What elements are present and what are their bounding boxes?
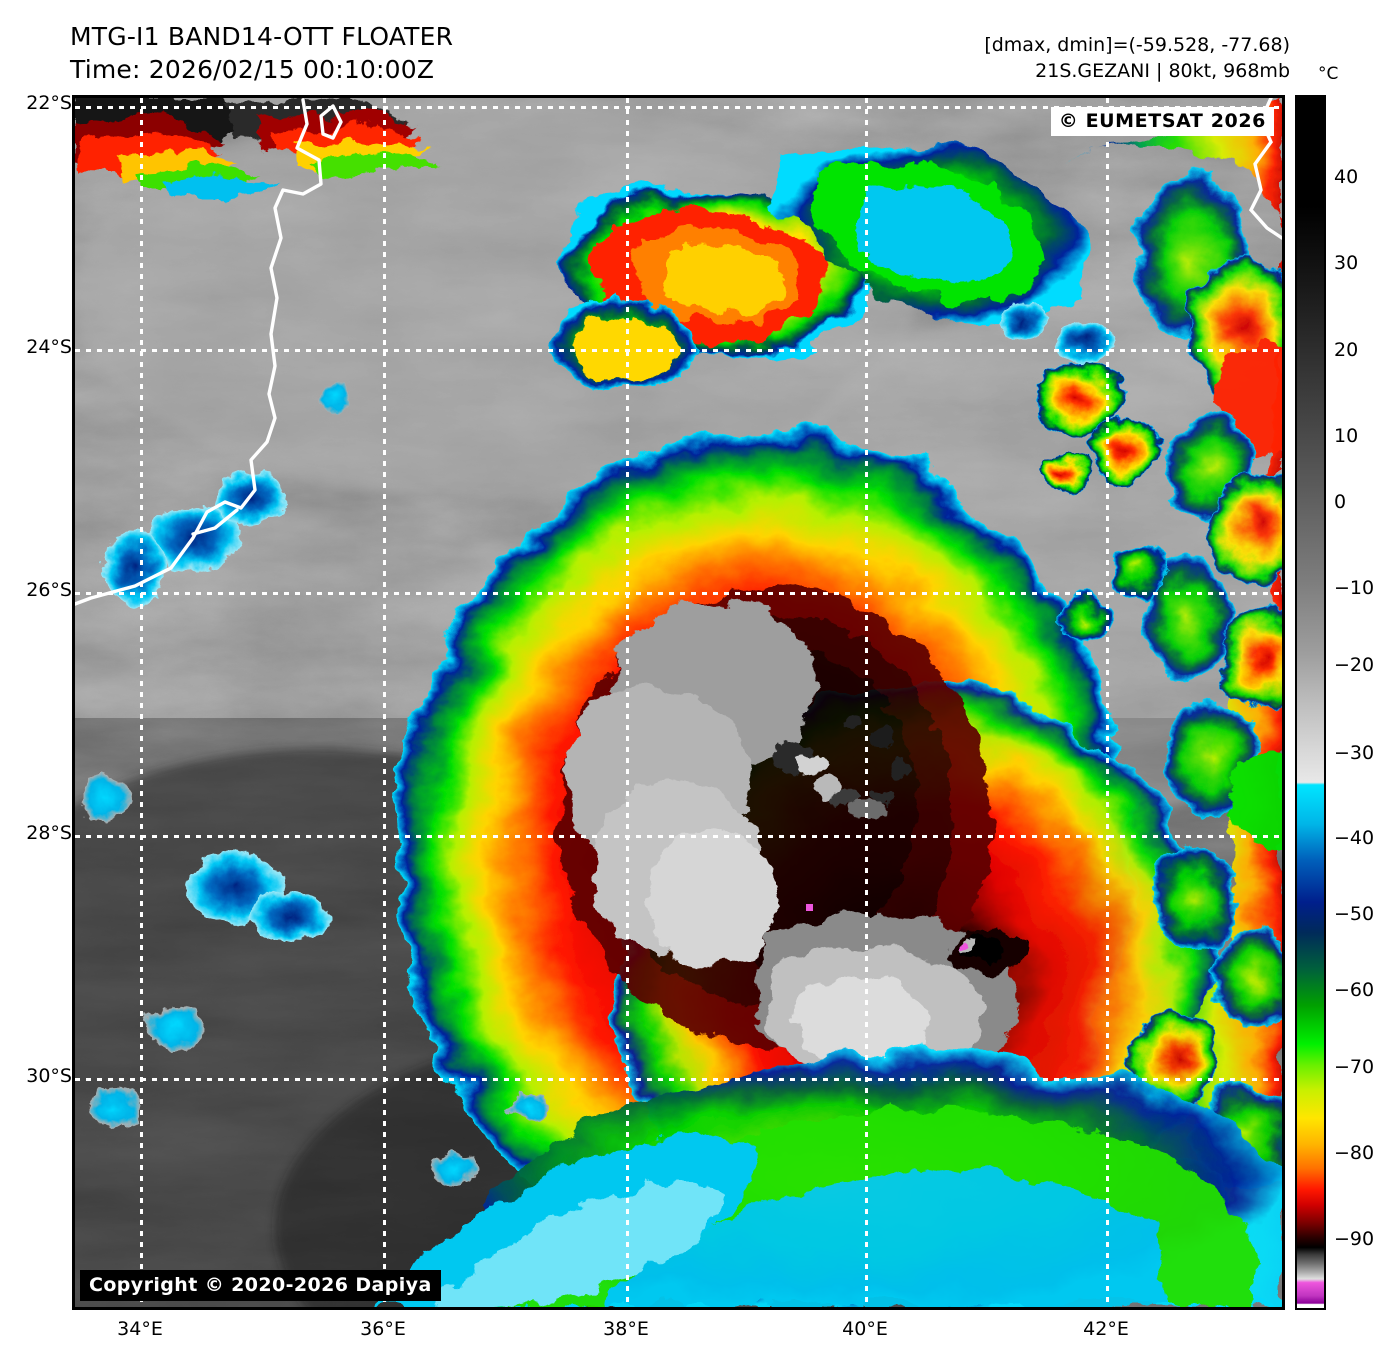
colorbar-tick-30: 30 [1334, 252, 1359, 274]
storm-info-label: 21S.GEZANI | 80kt, 968mb [1035, 60, 1290, 82]
timestamp-label: Time: 2026/02/15 00:10:00Z [70, 55, 435, 84]
lon-label-36e: 36°E [360, 1318, 406, 1340]
lat-label-22s: 22°S [26, 92, 72, 114]
lon-label-40e: 40°E [842, 1318, 888, 1340]
colorbar-tick-m60: −60 [1334, 979, 1375, 1001]
temperature-colorbar[interactable] [1295, 95, 1326, 1310]
infrared-satellite-imagery [75, 98, 1282, 1307]
colorbar-gradient [1297, 97, 1324, 1308]
satellite-image-panel[interactable]: © EUMETSAT 2026 Copyright © 2020-2026 Da… [72, 95, 1285, 1310]
lat-label-26s: 26°S [26, 579, 72, 601]
colorbar-units-label: °C [1318, 64, 1339, 84]
lon-label-38e: 38°E [603, 1318, 649, 1340]
lat-label-24s: 24°S [26, 336, 72, 358]
eumetsat-watermark: © EUMETSAT 2026 [1050, 107, 1274, 136]
product-title: MTG-I1 BAND14-OTT FLOATER [70, 22, 454, 51]
copyright-watermark: Copyright © 2020-2026 Dapiya [80, 1270, 441, 1301]
lon-label-34e: 34°E [117, 1318, 163, 1340]
lon-label-42e: 42°E [1083, 1318, 1129, 1340]
colorbar-tick-10: 10 [1334, 425, 1359, 447]
colorbar-tick-m70: −70 [1334, 1056, 1375, 1078]
colorbar-tick-m40: −40 [1334, 827, 1375, 849]
colorbar-tick-m90: −90 [1334, 1228, 1375, 1250]
colorbar-tick-m30: −30 [1334, 742, 1375, 764]
lat-label-28s: 28°S [26, 822, 72, 844]
colorbar-tick-0: 0 [1334, 491, 1347, 513]
lat-label-30s: 30°S [26, 1065, 72, 1087]
coldest-top-pixel [806, 904, 813, 911]
colorbar-tick-m20: −20 [1334, 654, 1375, 676]
colorbar-tick-20: 20 [1334, 339, 1359, 361]
metadata-block: [dmax, dmin]=(-59.528, -77.68) 21S.GEZAN… [984, 32, 1290, 84]
dmax-dmin-label: [dmax, dmin]=(-59.528, -77.68) [984, 34, 1290, 56]
colorbar-tick-40: 40 [1334, 166, 1359, 188]
colorbar-tick-m10: −10 [1334, 577, 1375, 599]
page-title: MTG-I1 BAND14-OTT FLOATER Time: 2026/02/… [70, 20, 453, 86]
colorbar-tick-m50: −50 [1334, 903, 1375, 925]
colorbar-tick-m80: −80 [1334, 1142, 1375, 1164]
